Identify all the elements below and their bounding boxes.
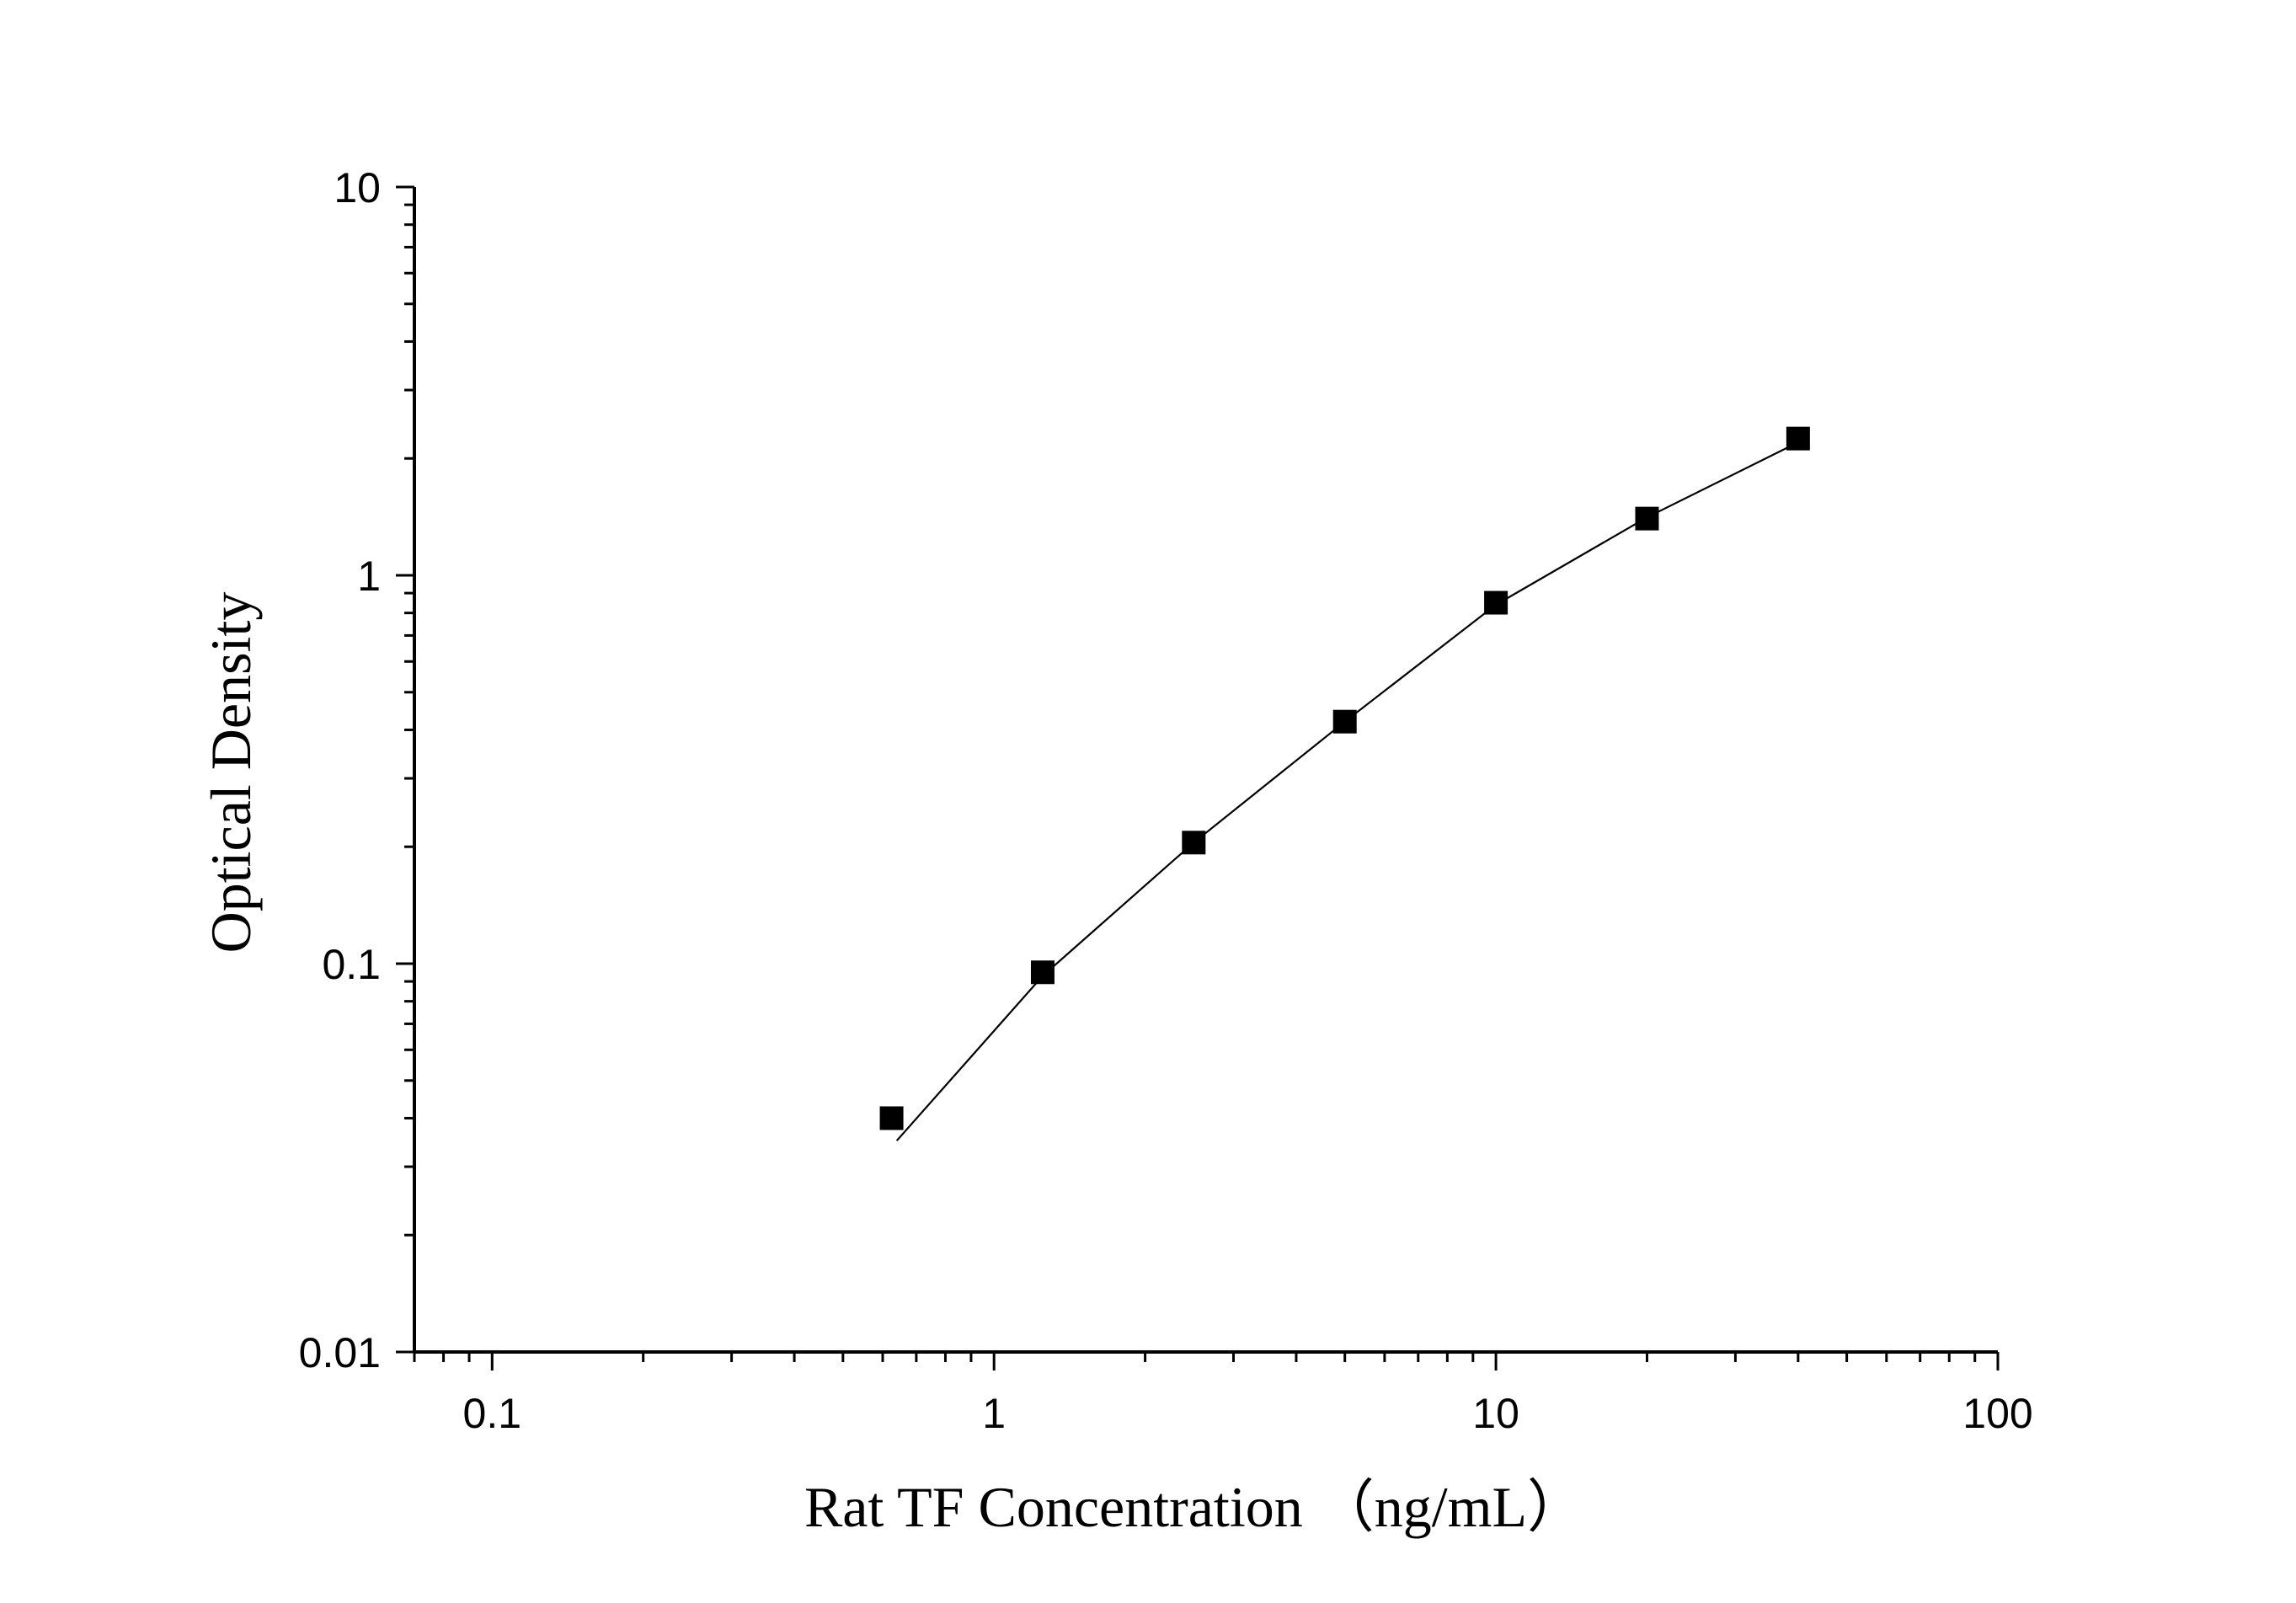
data-point	[879, 1106, 904, 1130]
fit-curve-group	[895, 441, 1799, 1141]
x-tick-label: 0.1	[463, 1390, 522, 1437]
data-point	[1786, 426, 1810, 451]
data-point	[1484, 590, 1508, 615]
y-tick-label: 0.1	[322, 941, 381, 988]
x-tick-label: 10	[1472, 1390, 1519, 1437]
data-point	[1030, 960, 1055, 985]
axes: 0.1 1 10 100 0.01 0.1 1 10	[299, 164, 2033, 1437]
data-point	[1182, 831, 1206, 855]
data-points	[879, 426, 1810, 1130]
y-tick-label: 1	[357, 553, 381, 600]
data-point	[1635, 506, 1659, 531]
x-tick-label: 100	[1962, 1390, 2032, 1437]
x-axis-title: Rat TF Concentration （ng/mL）	[804, 1475, 1584, 1539]
y-tick-label: 0.01	[299, 1329, 381, 1376]
data-point	[1332, 709, 1357, 734]
y-axis-title: Optical Density	[199, 592, 263, 954]
y-tick-label: 10	[334, 164, 381, 211]
fit-curve	[895, 441, 1799, 1141]
x-tick-label: 1	[982, 1390, 1006, 1437]
